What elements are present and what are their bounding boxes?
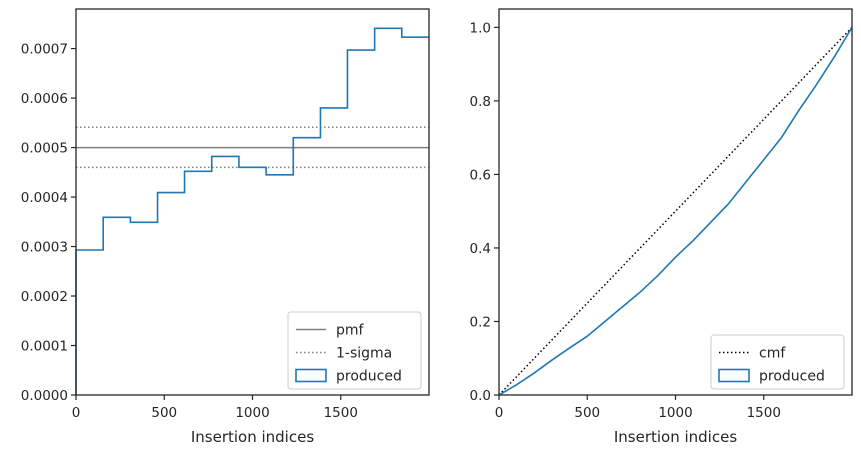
- cmf-legend-box: [710, 334, 845, 390]
- cmf-chart: 0 500 1000 1500 0.0 0.2 0.4 0.6 0.8 1.0 Insertio…: [470, 8, 853, 446]
- cmf-legend-handle: [718, 368, 750, 383]
- cmf-y-tick-label: 0.0: [470, 388, 491, 404]
- cmf-marks: [498, 26, 853, 396]
- histogram-legend-label: produced: [336, 369, 402, 385]
- cmf-legend-label: produced: [759, 369, 825, 385]
- histogram-series-produced: [75, 27, 429, 395]
- histogram-y-tick-label: 0.0006: [21, 91, 68, 107]
- cmf-x-tick-label: 500: [574, 405, 600, 421]
- cmf-y-tick-label: 1.0: [470, 20, 491, 36]
- histogram-y-tick-label: 0.0002: [21, 289, 68, 305]
- histogram-x-tick-label: 0: [72, 405, 81, 421]
- histogram-chart: 0 500 1000 1500 0.00000.00010.00020.00030.0…: [21, 8, 430, 446]
- cmf-series-cmf: [498, 26, 853, 396]
- cmf-y-tick-label: 0.6: [470, 167, 491, 183]
- histogram-y-tick-label: 0.0007: [21, 42, 68, 58]
- cmf-x-tick-label: 1000: [658, 405, 692, 421]
- cmf-x-ticks: 0 500 1000 1500: [495, 395, 781, 421]
- histogram-legend-label: 1-sigma: [336, 346, 392, 362]
- cmf-x-axis-label: Insertion indices: [614, 428, 737, 446]
- cmf-y-ticks: 0.0 0.2 0.4 0.6 0.8 1.0: [470, 20, 499, 404]
- cmf-legend-label: cmf: [759, 346, 786, 362]
- histogram-y-tick-label: 0.0004: [21, 190, 68, 206]
- histogram-x-tick-label: 1000: [235, 405, 269, 421]
- histogram-y-tick-label: 0.0000: [21, 388, 68, 404]
- histogram-legend-handle: [295, 368, 327, 383]
- histogram-legend-label: pmf: [336, 323, 365, 339]
- cmf-x-tick-label: 0: [495, 405, 504, 421]
- cmf-x-tick-label: 1500: [747, 405, 781, 421]
- histogram-x-ticks: 0 500 1000 1500: [72, 395, 358, 421]
- cmf-legend: cmf produced: [710, 334, 845, 390]
- histogram-legend: pmf 1-sigma produced: [287, 311, 422, 390]
- histogram-marks: [75, 27, 429, 395]
- histogram-x-axis-label: Insertion indices: [191, 428, 314, 446]
- histogram-y-tick-label: 0.0003: [21, 240, 68, 256]
- cmf-y-tick-label: 0.2: [470, 314, 491, 330]
- histogram-y-tick-label: 0.0001: [21, 339, 68, 355]
- histogram-y-ticks: 0.0000 0.0001 0.0002 0.0003 0.0004 0.0005 0.00…: [21, 42, 76, 404]
- histogram-x-tick-label: 500: [151, 405, 177, 421]
- histogram-x-tick-label: 1500: [324, 405, 358, 421]
- cmf-y-tick-label: 0.4: [470, 241, 491, 257]
- histogram-y-tick-label: 0.0005: [21, 141, 68, 157]
- cmf-y-tick-label: 0.8: [470, 94, 491, 110]
- cmf-series-produced: [498, 26, 853, 396]
